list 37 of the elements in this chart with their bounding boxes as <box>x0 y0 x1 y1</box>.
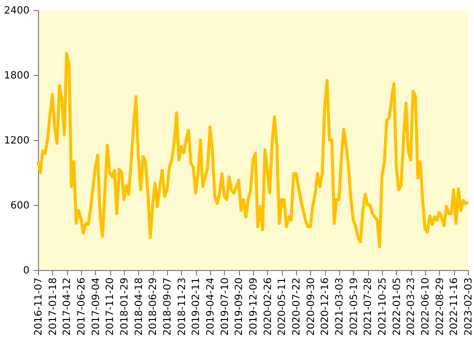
x-tick-label: 2022-08-29 <box>434 278 446 336</box>
x-tick-label: 2018-04-18 <box>134 278 145 336</box>
x-tick-label: 2018-06-29 <box>148 278 160 336</box>
x-tick-label: 2019-07-10 <box>220 278 231 336</box>
y-tick-label: 1800 <box>4 70 30 82</box>
x-tick-label: 2017-04-12 <box>62 278 74 336</box>
y-tick-label: 1200 <box>4 136 30 146</box>
x-tick-label: 2021-03-03 <box>334 278 346 336</box>
x-tick-label: 2018-01-29 <box>120 278 130 336</box>
x-tick-label: 2019-04-24 <box>206 278 216 336</box>
x-tick-label: 2022-01-05 <box>392 278 403 336</box>
y-tick-label: 600 <box>10 200 30 212</box>
x-tick-label: 2020-05-11 <box>277 278 288 336</box>
x-tick-label: 2020-07-22 <box>292 278 302 336</box>
x-tick-label: 2019-02-11 <box>191 278 202 336</box>
x-tick-label: 2022-06-10 <box>420 278 432 336</box>
x-tick-label: 2021-05-19 <box>348 278 360 336</box>
x-tick-label: 2019-09-20 <box>234 278 246 336</box>
x-tick-label: 2019-12-09 <box>248 278 260 336</box>
x-tick-label: 2017-06-26 <box>76 278 88 336</box>
x-tick-label: 2020-02-26 <box>262 278 274 336</box>
y-tick-label: 0 <box>23 266 30 276</box>
x-tick-label: 2016-11-07 <box>34 278 44 336</box>
x-tick-label: 2017-09-04 <box>90 278 102 336</box>
x-tick-label: 2023-02-03 <box>464 278 474 336</box>
x-tick-label: 2022-11-16 <box>449 278 460 336</box>
x-tick-label: 2018-11-23 <box>176 278 188 336</box>
x-tick-label: 2017-01-18 <box>48 278 59 336</box>
x-tick-label: 2020-09-30 <box>306 278 317 336</box>
x-tick-label: 2021-07-28 <box>363 278 374 336</box>
x-tick-label: 2020-12-16 <box>320 278 332 336</box>
y-tick-label: 2400 <box>4 6 30 16</box>
x-tick-label: 2022-03-23 <box>406 278 418 336</box>
x-tick-label: 2018-09-07 <box>162 278 174 336</box>
line-series <box>36 52 470 248</box>
x-tick-label: 2021-10-25 <box>378 278 388 336</box>
x-tick-label: 2017-11-20 <box>105 278 116 336</box>
